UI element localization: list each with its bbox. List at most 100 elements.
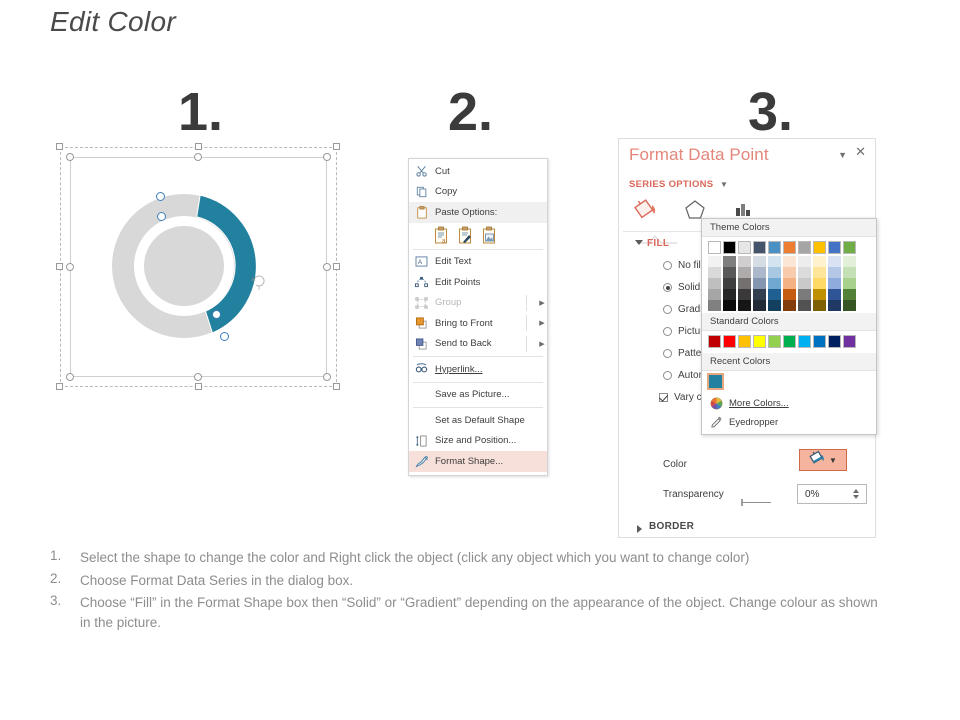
eyedropper-item[interactable]: Eyedropper: [702, 413, 876, 432]
standard-color-swatch[interactable]: [783, 335, 796, 348]
resize-handle-nw[interactable]: [56, 143, 63, 150]
recent-color-swatch[interactable]: [707, 373, 724, 390]
transparency-value[interactable]: 0%: [805, 488, 820, 500]
theme-color-tint-swatch[interactable]: [708, 289, 721, 300]
series-options-label[interactable]: SERIES OPTIONS: [629, 179, 714, 190]
menu-item-send-to-back[interactable]: Send to Back ▶: [409, 334, 547, 355]
theme-color-tint-swatch[interactable]: [783, 278, 796, 289]
theme-color-swatch[interactable]: [798, 241, 811, 254]
theme-color-swatch[interactable]: [738, 241, 751, 254]
radio-no-fill[interactable]: No fill: [663, 260, 703, 271]
resize-handle-e[interactable]: [333, 263, 340, 270]
standard-color-swatch[interactable]: [738, 335, 751, 348]
theme-color-tint-swatch[interactable]: [798, 289, 811, 300]
standard-color-swatch[interactable]: [753, 335, 766, 348]
theme-color-tint-swatch[interactable]: [783, 300, 796, 311]
inner-handle-nw[interactable]: [66, 153, 74, 161]
theme-color-swatch[interactable]: [768, 241, 781, 254]
menu-item-set-as-default-shape[interactable]: Set as Default Shape: [409, 410, 547, 431]
spinner-down-icon[interactable]: [853, 495, 859, 499]
theme-color-tint-swatch[interactable]: [828, 300, 841, 311]
theme-color-tint-swatch[interactable]: [768, 300, 781, 311]
theme-color-tint-swatch[interactable]: [708, 267, 721, 278]
theme-color-tint-swatch[interactable]: [798, 300, 811, 311]
theme-color-tint-swatch[interactable]: [723, 267, 736, 278]
spinner-up-icon[interactable]: [853, 489, 859, 493]
resize-handle-se[interactable]: [333, 383, 340, 390]
theme-color-tint-swatch[interactable]: [783, 267, 796, 278]
menu-item-bring-to-front[interactable]: Bring to Front ▶: [409, 313, 547, 334]
theme-color-tint-swatch[interactable]: [798, 267, 811, 278]
theme-color-tint-swatch[interactable]: [783, 256, 796, 267]
arc-vertex-handle-2[interactable]: [157, 212, 166, 221]
theme-color-tint-swatch[interactable]: [708, 278, 721, 289]
menu-item-format-shape[interactable]: Format Shape...: [409, 451, 547, 472]
theme-color-tint-swatch[interactable]: [828, 256, 841, 267]
standard-color-swatch[interactable]: [723, 335, 736, 348]
radio-solid-fill[interactable]: Solid fill: [663, 282, 712, 293]
arc-vertex-handle-1[interactable]: [156, 192, 165, 201]
inner-handle-ne[interactable]: [323, 153, 331, 161]
theme-color-tint-swatch[interactable]: [843, 256, 856, 267]
color-picker-button[interactable]: ▼: [799, 449, 847, 471]
menu-item-edit-text[interactable]: A Edit Text: [409, 252, 547, 273]
standard-color-swatch[interactable]: [843, 335, 856, 348]
theme-color-swatch[interactable]: [753, 241, 766, 254]
theme-color-column[interactable]: [723, 241, 736, 311]
theme-color-tint-swatch[interactable]: [738, 278, 751, 289]
menu-item-size-and-position[interactable]: Size and Position...: [409, 431, 547, 452]
arc-vertex-handle-4[interactable]: [220, 332, 229, 341]
inner-handle-n[interactable]: [194, 153, 202, 161]
theme-color-tint-swatch[interactable]: [813, 289, 826, 300]
theme-color-column[interactable]: [813, 241, 826, 311]
resize-handle-s[interactable]: [195, 383, 202, 390]
paint-bucket-icon[interactable]: [633, 197, 661, 223]
theme-color-tint-swatch[interactable]: [723, 256, 736, 267]
donut-chart[interactable]: [96, 171, 286, 361]
inner-handle-sw[interactable]: [66, 373, 74, 381]
standard-colors-row[interactable]: [702, 331, 876, 353]
menu-item-edit-points[interactable]: Edit Points: [409, 272, 547, 293]
theme-color-tint-swatch[interactable]: [753, 267, 766, 278]
theme-color-column[interactable]: [843, 241, 856, 311]
theme-color-swatch[interactable]: [783, 241, 796, 254]
context-menu[interactable]: Cut Copy Paste Options: a: [408, 158, 548, 476]
theme-color-column[interactable]: [828, 241, 841, 311]
standard-color-swatch[interactable]: [708, 335, 721, 348]
theme-color-tint-swatch[interactable]: [843, 300, 856, 311]
color-picker-dropdown[interactable]: Theme Colors Standard Colors Recent Colo…: [701, 218, 877, 435]
recent-colors-row[interactable]: [702, 371, 876, 394]
radio-button[interactable]: [663, 349, 672, 358]
arc-vertex-handle-3[interactable]: [212, 310, 221, 319]
theme-color-tint-swatch[interactable]: [753, 278, 766, 289]
rotate-handle[interactable]: [250, 272, 268, 290]
theme-color-tint-swatch[interactable]: [843, 278, 856, 289]
chevron-down-icon[interactable]: ▼: [838, 150, 847, 160]
transparency-spinner[interactable]: 0%: [797, 484, 867, 504]
border-expand-triangle-icon[interactable]: [637, 525, 642, 533]
menu-item-copy[interactable]: Copy: [409, 182, 547, 203]
standard-color-swatch[interactable]: [768, 335, 781, 348]
theme-color-tint-swatch[interactable]: [723, 278, 736, 289]
theme-color-tint-swatch[interactable]: [798, 278, 811, 289]
theme-color-swatch[interactable]: [723, 241, 736, 254]
menu-item-cut[interactable]: Cut: [409, 161, 547, 182]
theme-color-tint-swatch[interactable]: [828, 278, 841, 289]
theme-colors-grid[interactable]: [702, 237, 876, 313]
radio-button[interactable]: [663, 327, 672, 336]
theme-color-tint-swatch[interactable]: [768, 256, 781, 267]
menu-item-hyperlink[interactable]: Hyperlink...: [409, 359, 547, 380]
theme-color-tint-swatch[interactable]: [768, 289, 781, 300]
radio-automatic[interactable]: Automatic: [663, 370, 722, 381]
radio-button[interactable]: [663, 371, 672, 380]
paste-options-row[interactable]: a: [409, 223, 547, 247]
step1-selected-shape[interactable]: [56, 143, 340, 390]
chevron-down-icon[interactable]: ▼: [829, 455, 837, 465]
paste-use-destination-theme-icon[interactable]: [457, 226, 474, 244]
theme-color-tint-swatch[interactable]: [813, 267, 826, 278]
border-section-header[interactable]: BORDER: [649, 521, 695, 532]
close-icon[interactable]: ✕: [855, 144, 866, 159]
theme-color-tint-swatch[interactable]: [768, 267, 781, 278]
theme-color-tint-swatch[interactable]: [738, 256, 751, 267]
radio-button-selected[interactable]: [663, 283, 672, 292]
